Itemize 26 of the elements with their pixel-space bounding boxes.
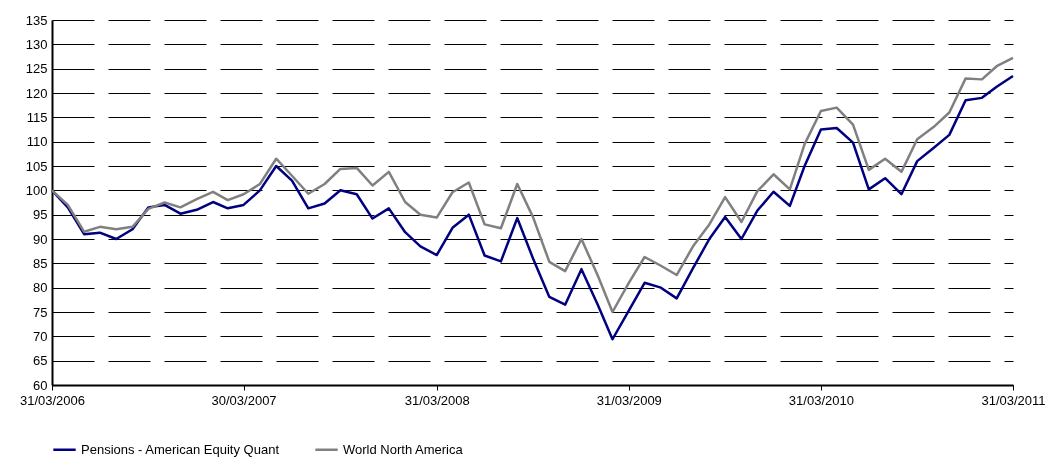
y-tick-label: 80 xyxy=(33,280,48,296)
y-tick-label: 95 xyxy=(33,207,48,223)
x-tick-label: 31/03/2008 xyxy=(404,392,470,408)
line-series xyxy=(50,74,1015,341)
y-tick-label: 70 xyxy=(33,328,48,344)
y-tick-label: 85 xyxy=(33,255,48,271)
y-tick-label: 120 xyxy=(25,85,48,101)
x-tick-label: 31/03/2009 xyxy=(596,392,662,408)
x-tick-label: 30/03/2007 xyxy=(211,392,277,408)
y-tick-label: 110 xyxy=(26,134,48,150)
x-tick-label: 31/03/2011 xyxy=(981,392,1046,408)
y-tick-label: 75 xyxy=(33,304,48,320)
y-tick-label: 65 xyxy=(33,353,48,369)
legend-label: Pensions - American Equity Quant xyxy=(81,441,280,457)
y-tick-label: 105 xyxy=(25,158,48,174)
y-tick-label: 90 xyxy=(33,231,48,247)
y-tick-label: 100 xyxy=(25,182,48,198)
x-tick-label: 31/03/2006 xyxy=(19,392,86,408)
y-tick-label: 115 xyxy=(26,109,48,125)
x-tick-label: 31/03/2010 xyxy=(788,392,854,408)
y-tick-label: 60 xyxy=(33,377,48,393)
y-tick-label: 135 xyxy=(25,12,48,28)
line-series xyxy=(50,56,1015,314)
legend-label: World North America xyxy=(343,441,464,457)
y-tick-label: 130 xyxy=(25,36,48,52)
y-tick-label: 125 xyxy=(25,61,48,77)
